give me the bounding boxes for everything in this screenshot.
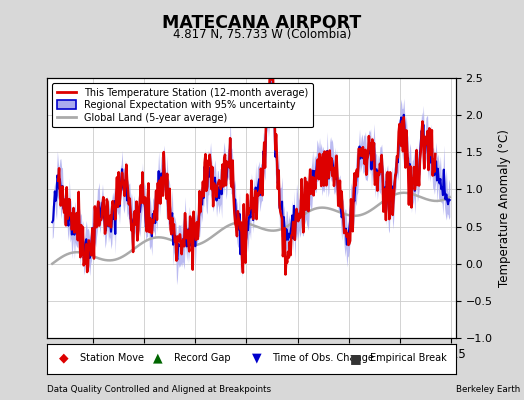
Text: ▲: ▲ xyxy=(154,352,163,365)
Text: Station Move: Station Move xyxy=(80,354,144,363)
Text: 4.817 N, 75.733 W (Colombia): 4.817 N, 75.733 W (Colombia) xyxy=(173,28,351,41)
Legend: This Temperature Station (12-month average), Regional Expectation with 95% uncer: This Temperature Station (12-month avera… xyxy=(52,83,313,128)
Text: Record Gap: Record Gap xyxy=(174,354,231,363)
Text: ▼: ▼ xyxy=(252,352,261,365)
Text: Empirical Break: Empirical Break xyxy=(370,354,447,363)
Text: ◆: ◆ xyxy=(59,352,69,365)
Text: Time of Obs. Change: Time of Obs. Change xyxy=(272,354,374,363)
Text: ■: ■ xyxy=(350,352,362,365)
Text: Data Quality Controlled and Aligned at Breakpoints: Data Quality Controlled and Aligned at B… xyxy=(47,385,271,394)
Text: Berkeley Earth: Berkeley Earth xyxy=(456,385,520,394)
Y-axis label: Temperature Anomaly (°C): Temperature Anomaly (°C) xyxy=(498,129,511,287)
Text: MATECANA AIRPORT: MATECANA AIRPORT xyxy=(162,14,362,32)
